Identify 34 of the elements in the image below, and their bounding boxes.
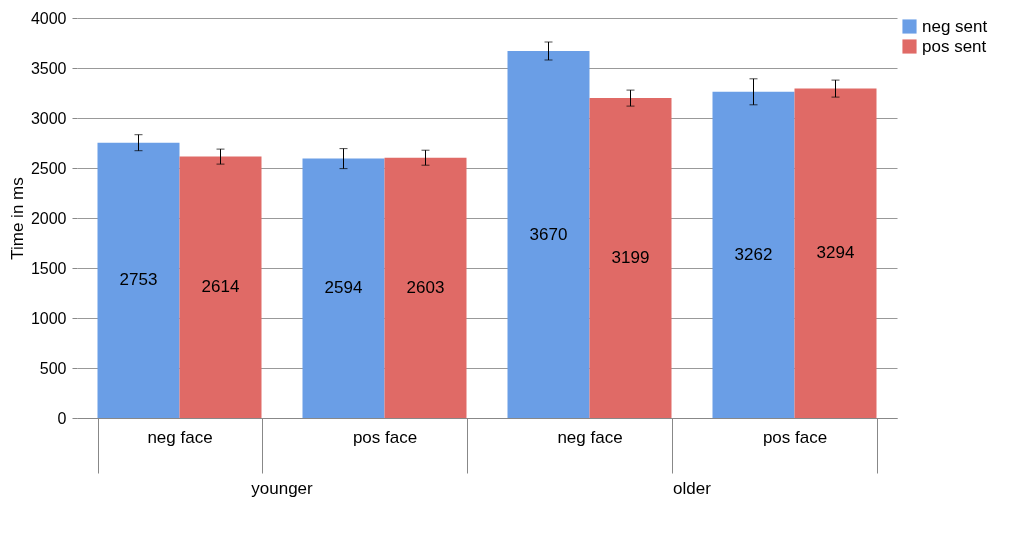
- data-label: 2614: [201, 277, 240, 297]
- y-tick-label: 3500: [30, 59, 67, 77]
- bar: [794, 88, 877, 418]
- x-tick-label: neg face: [557, 427, 623, 447]
- data-label: 2603: [406, 277, 445, 297]
- y-tick-label: 2000: [30, 209, 67, 227]
- bar: [384, 157, 467, 418]
- data-label: 2594: [324, 278, 363, 298]
- text: younger: [251, 479, 314, 498]
- legend-label: pos sent: [922, 36, 987, 56]
- data-label: 2753: [119, 270, 158, 290]
- y-tick-label: 3000: [30, 109, 67, 127]
- bar: [179, 156, 262, 418]
- data-label: 3294: [816, 243, 855, 263]
- text: older: [673, 479, 712, 498]
- y-tick-label: 4000: [30, 9, 67, 27]
- x-tick-label: neg face: [147, 427, 213, 447]
- bar: [507, 51, 590, 418]
- data-label: 3670: [529, 224, 568, 244]
- data-label: 3199: [611, 248, 650, 268]
- y-tick-label: 1000: [30, 309, 67, 327]
- y-tick-label: 2500: [30, 159, 67, 177]
- y-tick-label: 0: [57, 409, 67, 427]
- y-axis-title: Time in ms: [7, 177, 27, 260]
- bar: [302, 158, 385, 418]
- y-tick-label: 1500: [30, 259, 67, 277]
- legend-label: neg sent: [922, 16, 988, 36]
- data-label: 3262: [734, 244, 773, 264]
- y-tick-label: 500: [39, 359, 67, 377]
- bar: [97, 142, 180, 418]
- x-tick-label: pos face: [762, 427, 828, 447]
- bar: [712, 91, 795, 418]
- x-tick-label: pos face: [352, 427, 418, 447]
- bar: [589, 98, 672, 418]
